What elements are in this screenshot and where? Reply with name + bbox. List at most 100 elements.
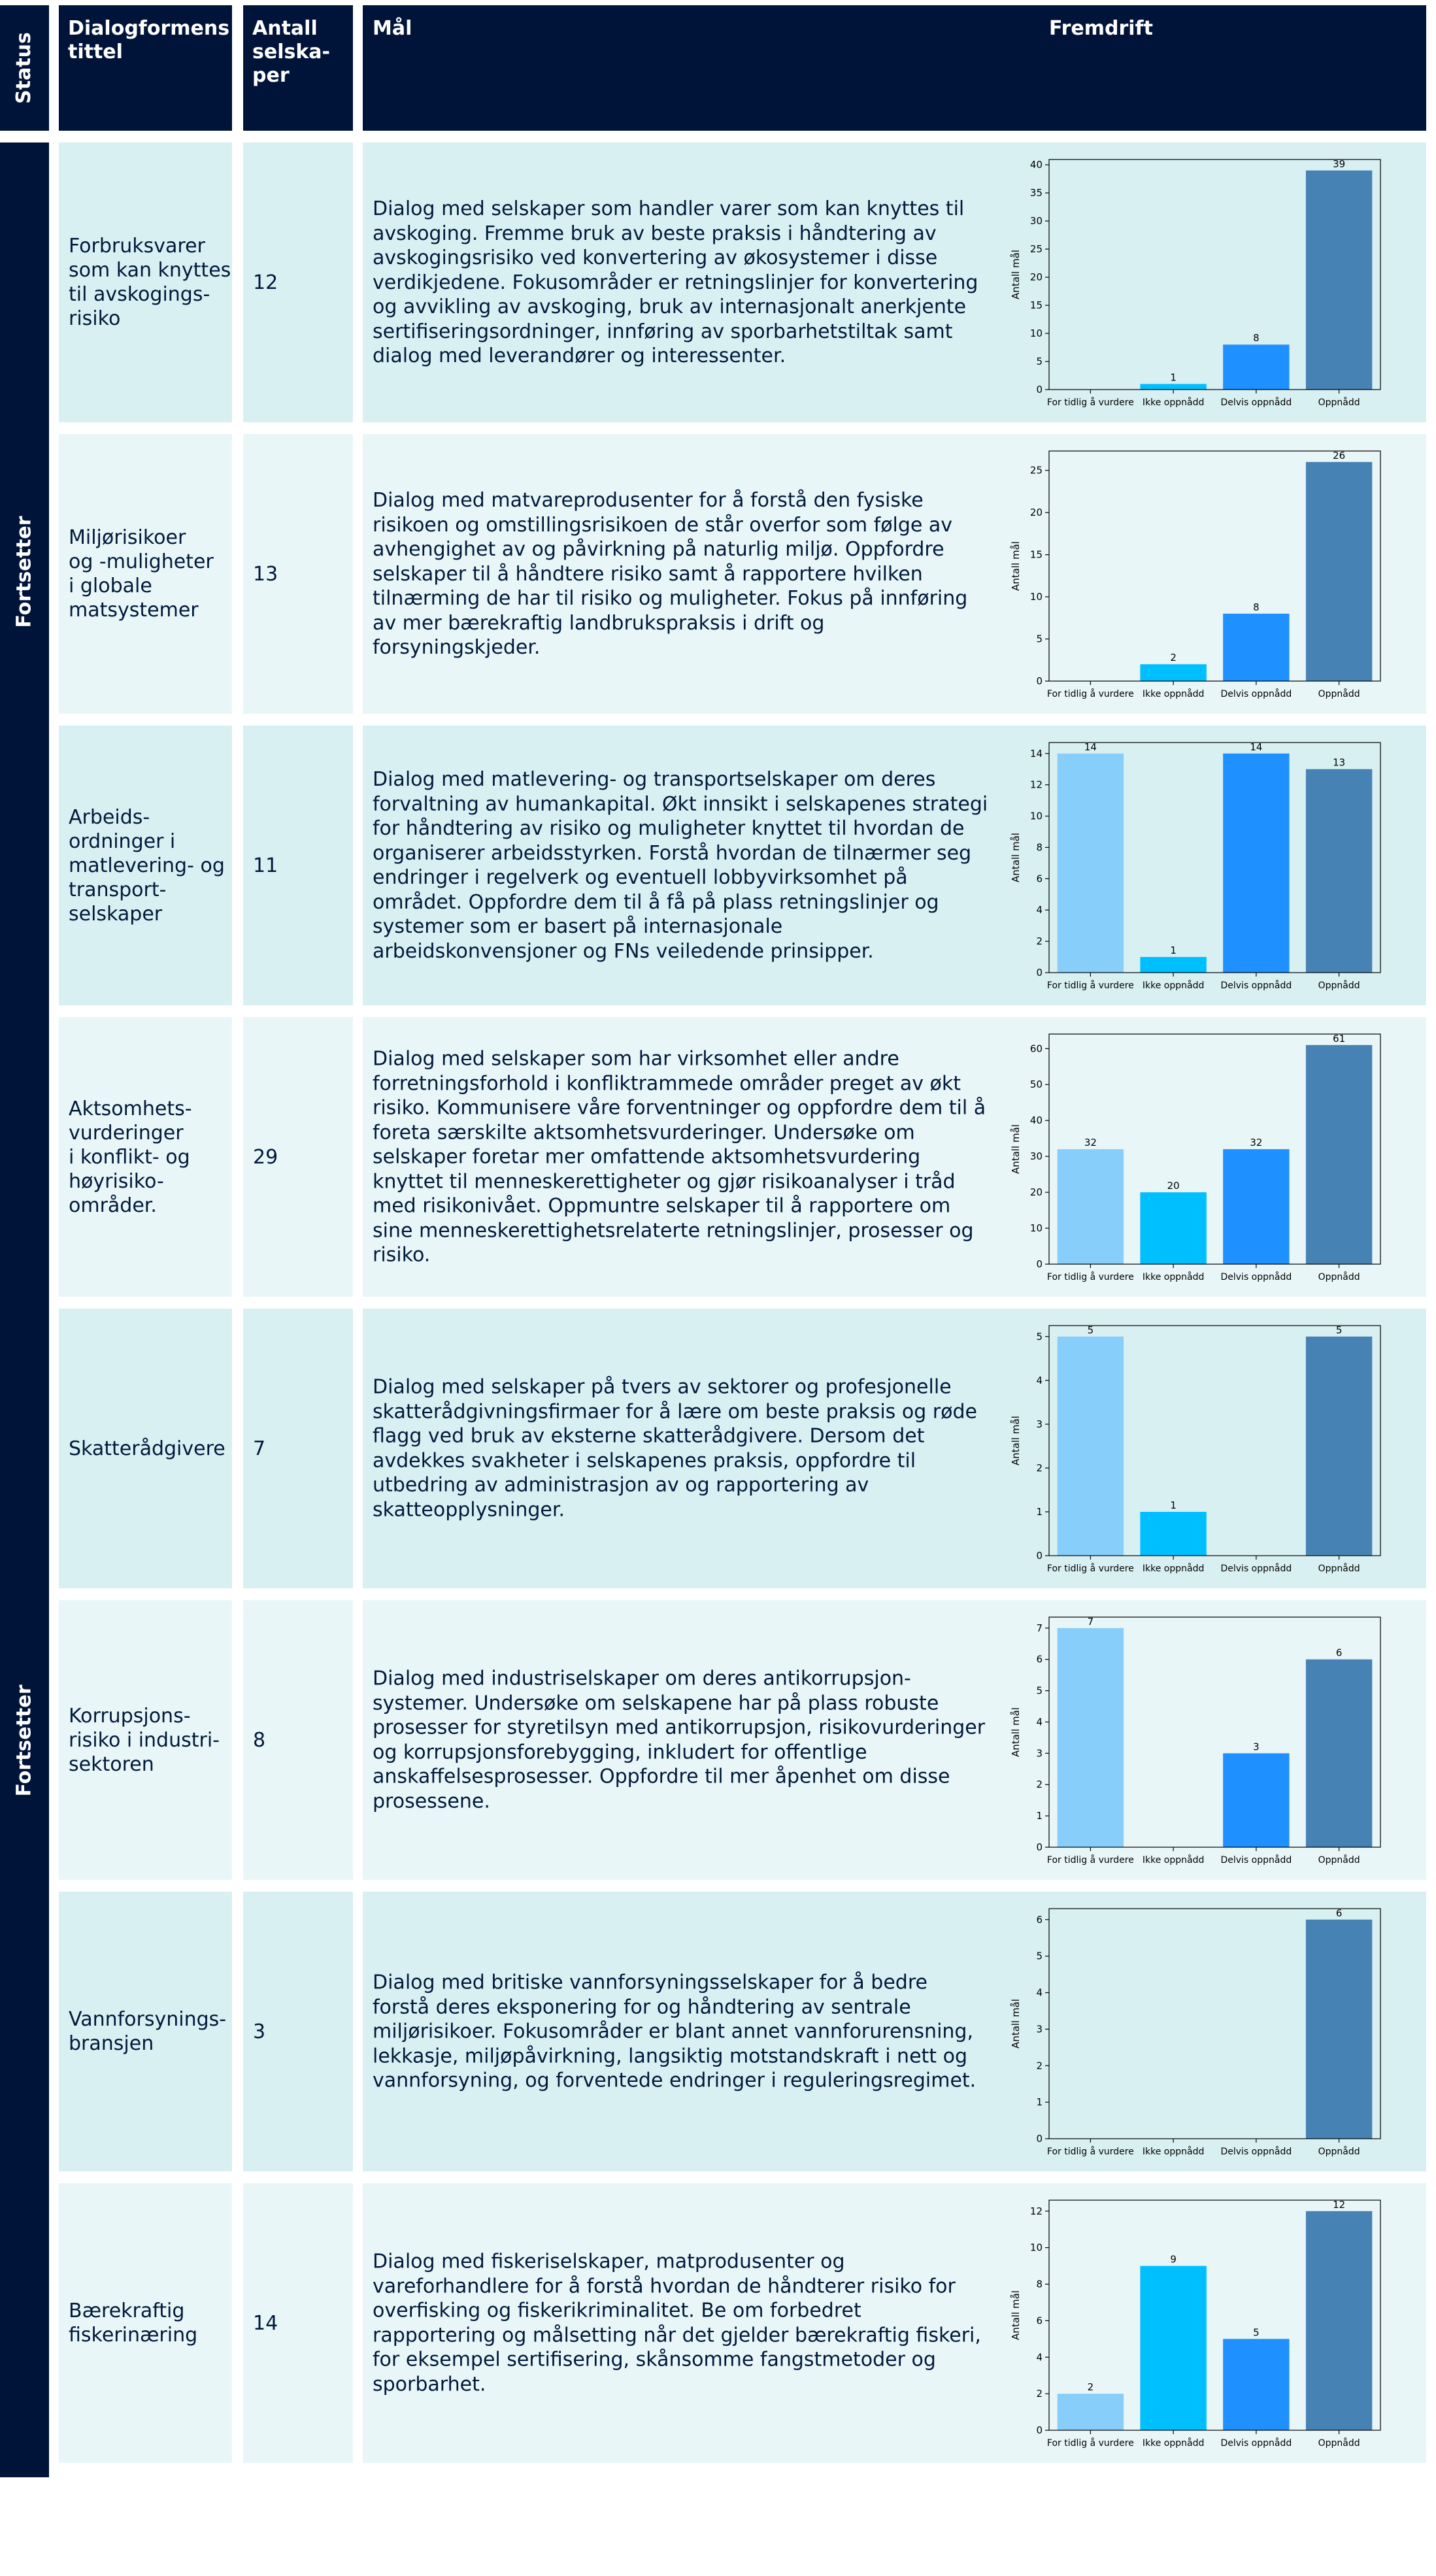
y-tick-label: 60 bbox=[1030, 1043, 1043, 1054]
x-tick-label: Delvis oppnådd bbox=[1220, 397, 1292, 408]
x-tick-label: For tidlig å vurdere bbox=[1047, 1854, 1134, 1865]
bar bbox=[1223, 753, 1290, 973]
y-tick-label: 10 bbox=[1030, 811, 1043, 822]
goal-cell: Dialog med matvareprodusenter for å fors… bbox=[363, 434, 1426, 714]
y-tick-label: 2 bbox=[1036, 1779, 1043, 1790]
y-axis-label: Antall mål bbox=[1010, 1124, 1022, 1174]
axes-frame bbox=[1048, 2200, 1381, 2431]
axes-frame bbox=[1048, 450, 1381, 682]
value-label: 2 bbox=[1088, 2381, 1094, 2393]
y-axis-label: Antall mål bbox=[1010, 833, 1022, 882]
axes-frame bbox=[1048, 742, 1381, 973]
value-label: 32 bbox=[1084, 1137, 1097, 1148]
goal-cell: Dialog med britiske vannforsyningsselska… bbox=[363, 1892, 1426, 2171]
bar bbox=[1305, 769, 1373, 973]
progress-chart: 0 2 4 6 8 10 12 14 14 For tidlig å vurdere 1 Ikke o… bbox=[1010, 741, 1381, 991]
title-cell: Arbeids- ordninger i matlevering- og tra… bbox=[59, 726, 232, 1005]
status-label: Fortsetter bbox=[12, 516, 36, 628]
bar bbox=[1140, 664, 1207, 681]
axes-frame bbox=[1048, 1616, 1381, 1848]
x-tick-label: For tidlig å vurdere bbox=[1047, 980, 1134, 991]
y-tick-label: 3 bbox=[1036, 2023, 1043, 2035]
x-tick-label: Ikke oppnådd bbox=[1143, 1854, 1204, 1865]
bar bbox=[1223, 2339, 1290, 2430]
progress-chart: 0 5 10 15 20 25 For tidlig å vurdere 2 Ikke oppn… bbox=[1010, 450, 1381, 699]
bar bbox=[1057, 1628, 1124, 1847]
count-cell: 7 bbox=[243, 1309, 353, 1588]
value-label: 1 bbox=[1170, 1499, 1177, 1511]
axes-frame bbox=[1048, 159, 1381, 390]
y-tick-label: 0 bbox=[1036, 1841, 1043, 1853]
x-tick-label: For tidlig å vurdere bbox=[1047, 2146, 1134, 2157]
goal-text: Dialog med industriselskaper om deres an… bbox=[373, 1667, 986, 1813]
y-tick-label: 4 bbox=[1036, 904, 1043, 916]
title-header: Dialogformens tittel bbox=[59, 5, 232, 131]
title-cell: Korrupsjons- risiko i industri- sektoren bbox=[59, 1600, 232, 1880]
value-label: 5 bbox=[1088, 1324, 1094, 1336]
y-tick-label: 40 bbox=[1030, 159, 1043, 171]
x-tick-label: For tidlig å vurdere bbox=[1047, 2437, 1134, 2449]
y-tick-label: 1 bbox=[1036, 1506, 1043, 1518]
y-tick-label: 0 bbox=[1036, 2424, 1043, 2436]
bar bbox=[1057, 1336, 1124, 1556]
title-cell: Miljørisikoer og -muligheter i globale m… bbox=[59, 434, 232, 714]
progress-chart: 0 2 4 6 8 10 12 2 For tidlig å vurdere 9 Ikke oppn… bbox=[1010, 2199, 1381, 2449]
y-tick-label: 30 bbox=[1030, 215, 1043, 227]
x-tick-label: For tidlig å vurdere bbox=[1047, 1563, 1134, 1574]
bar bbox=[1305, 170, 1373, 390]
y-tick-label: 8 bbox=[1036, 841, 1043, 853]
x-tick-label: Ikke oppnådd bbox=[1143, 2146, 1204, 2157]
progress-chart: 0 1 2 3 4 5 5 For tidlig å vurdere 1 Ikke oppnådd… bbox=[1010, 1324, 1381, 1574]
bar bbox=[1305, 461, 1373, 681]
value-label: 5 bbox=[1253, 2326, 1260, 2338]
x-tick-label: Oppnådd bbox=[1318, 1563, 1360, 1574]
y-tick-label: 0 bbox=[1036, 1550, 1043, 1562]
bar bbox=[1140, 2266, 1207, 2430]
y-axis-label: Antall mål bbox=[1010, 2290, 1022, 2340]
y-tick-label: 12 bbox=[1030, 779, 1043, 791]
value-label: 8 bbox=[1253, 332, 1260, 344]
axes-frame bbox=[1048, 1325, 1381, 1556]
y-tick-label: 40 bbox=[1030, 1114, 1043, 1126]
bar bbox=[1140, 384, 1207, 390]
x-tick-label: Oppnådd bbox=[1318, 2146, 1360, 2157]
value-label: 13 bbox=[1333, 757, 1345, 769]
y-tick-label: 5 bbox=[1036, 1331, 1043, 1343]
y-tick-label: 3 bbox=[1036, 1418, 1043, 1430]
x-tick-label: Oppnådd bbox=[1318, 1271, 1360, 1282]
header-text: Fremdrift bbox=[1049, 17, 1153, 40]
bar bbox=[1223, 1149, 1290, 1264]
header-text: Dialogformens tittel bbox=[68, 17, 230, 63]
value-label: 26 bbox=[1333, 450, 1345, 461]
value-label: 3 bbox=[1253, 1741, 1260, 1752]
value-label: 9 bbox=[1170, 2254, 1177, 2266]
y-tick-label: 2 bbox=[1036, 2060, 1043, 2071]
status-label: Fortsetter bbox=[12, 1684, 36, 1797]
x-tick-label: Delvis oppnådd bbox=[1220, 1854, 1292, 1865]
y-tick-label: 10 bbox=[1030, 1222, 1043, 1234]
count-cell: 29 bbox=[243, 1017, 353, 1297]
goal-text: Dialog med selskaper på tvers av sektore… bbox=[373, 1375, 977, 1522]
bar bbox=[1140, 1511, 1207, 1556]
count-cell: 8 bbox=[243, 1600, 353, 1880]
y-tick-label: 35 bbox=[1030, 187, 1043, 199]
x-tick-label: Delvis oppnådd bbox=[1220, 688, 1292, 699]
progress-chart: 0 1 2 3 4 5 6 For tidlig å vurdere Ikke oppnådd D… bbox=[1010, 1907, 1381, 2157]
value-label: 32 bbox=[1250, 1137, 1262, 1148]
goal-cell: Dialog med selskaper som handler varer s… bbox=[363, 142, 1426, 422]
value-label: 12 bbox=[1333, 2199, 1345, 2211]
header-text: Mål bbox=[373, 17, 412, 40]
value-label: 8 bbox=[1253, 601, 1260, 613]
goal-text: Dialog med britiske vannforsyningsselska… bbox=[373, 1971, 977, 2092]
y-tick-label: 10 bbox=[1030, 327, 1043, 339]
value-label: 6 bbox=[1336, 1647, 1343, 1659]
y-tick-label: 0 bbox=[1036, 675, 1043, 687]
count-header: Antall selska- per bbox=[243, 5, 353, 131]
bar bbox=[1305, 1919, 1373, 2139]
y-tick-label: 2 bbox=[1036, 2388, 1043, 2400]
title-cell: Aktsomhets- vurderinger i konflikt- og h… bbox=[59, 1017, 232, 1297]
x-tick-label: Delvis oppnådd bbox=[1220, 1563, 1292, 1574]
goal-text: Dialog med fiskeriselskaper, matprodusen… bbox=[373, 2250, 981, 2396]
count-cell: 12 bbox=[243, 142, 353, 422]
y-tick-label: 5 bbox=[1036, 356, 1043, 367]
